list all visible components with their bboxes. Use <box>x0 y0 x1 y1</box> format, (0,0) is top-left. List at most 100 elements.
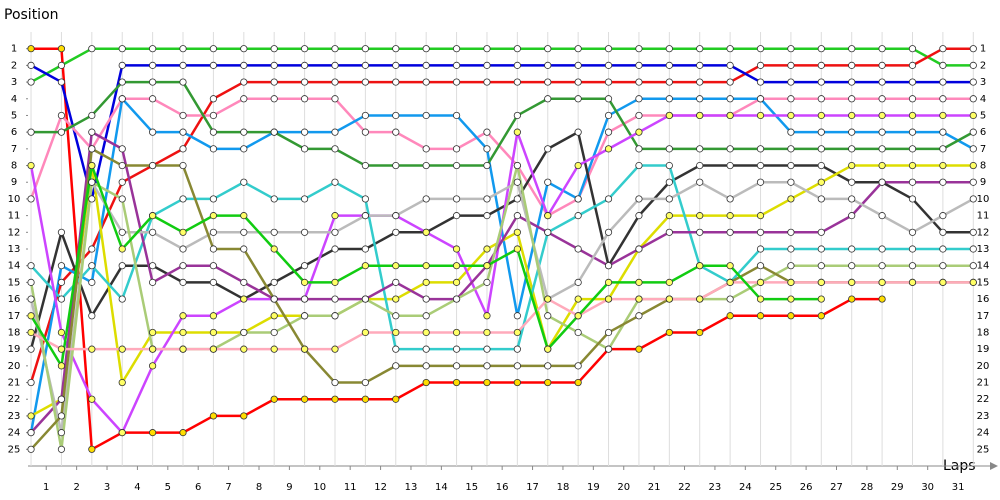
series-marker <box>817 145 825 153</box>
series-marker <box>969 111 977 120</box>
series-marker <box>939 145 947 153</box>
series-marker <box>149 278 157 286</box>
series-marker <box>452 378 461 387</box>
y-tick-label: 7 <box>11 144 17 155</box>
series-marker <box>270 328 278 337</box>
series-marker <box>149 78 157 86</box>
x-tick-label: 15 <box>465 482 478 493</box>
series-marker <box>908 111 917 120</box>
series-marker <box>118 228 126 236</box>
series-marker <box>756 178 765 186</box>
series-marker <box>726 195 734 203</box>
y-tick-label-right: 12 <box>977 227 990 238</box>
series-marker <box>544 362 552 370</box>
series-marker <box>574 278 582 286</box>
series-marker <box>179 328 187 337</box>
x-tick-label: 26 <box>800 482 813 493</box>
y-tick-label-right: 10 <box>977 194 990 205</box>
series-marker <box>27 45 35 53</box>
series-marker <box>878 295 886 303</box>
series-marker <box>240 295 248 303</box>
series-marker <box>665 328 673 337</box>
series-marker <box>908 128 917 136</box>
series-marker <box>817 228 825 236</box>
x-tick-label: 16 <box>496 482 509 493</box>
series-marker <box>392 312 400 320</box>
series-marker <box>483 45 491 53</box>
series-marker <box>361 245 369 253</box>
series-marker <box>361 262 369 270</box>
y-tick-label-right: 13 <box>977 244 990 255</box>
series-marker <box>452 245 461 253</box>
series-marker <box>270 312 278 320</box>
series-marker <box>513 245 521 253</box>
series-marker <box>604 328 613 337</box>
series-marker <box>209 61 218 69</box>
y-tick-label: 15 <box>8 277 21 288</box>
series-marker <box>179 111 187 120</box>
series-marker <box>300 262 309 270</box>
series-marker <box>848 45 856 53</box>
series-marker <box>665 212 673 220</box>
series-marker <box>544 78 552 86</box>
series-marker <box>574 45 582 53</box>
series-marker <box>878 161 886 170</box>
x-tick-label: 22 <box>678 482 691 493</box>
series-marker <box>817 161 825 170</box>
series-marker <box>665 195 673 203</box>
series-marker <box>665 295 673 303</box>
series-marker <box>513 61 521 69</box>
series-marker <box>331 78 339 86</box>
series-marker <box>240 212 248 220</box>
series-marker <box>331 95 339 103</box>
series-marker <box>452 45 461 53</box>
series-marker <box>878 61 886 69</box>
series-marker <box>57 111 66 120</box>
series-marker <box>969 178 977 186</box>
series-marker <box>756 312 765 320</box>
series-marker <box>635 295 643 303</box>
series-marker <box>787 245 795 253</box>
series-marker <box>88 111 96 120</box>
series-marker <box>452 145 461 153</box>
series-marker <box>513 78 521 86</box>
series-marker <box>969 278 977 286</box>
series-marker <box>787 195 795 203</box>
series-line <box>29 97 974 217</box>
y-tick-label-right: 1 <box>980 44 986 55</box>
series-marker <box>422 45 430 53</box>
series-marker <box>88 245 96 253</box>
series-line <box>29 180 974 434</box>
series-marker <box>574 161 582 170</box>
series-marker <box>179 161 187 170</box>
series-marker <box>604 61 613 69</box>
series-marker <box>756 111 765 120</box>
series-marker <box>848 278 856 286</box>
series-marker <box>118 429 126 437</box>
y-tick-label: 9 <box>11 177 17 188</box>
series-marker <box>179 145 187 153</box>
series-marker <box>300 395 309 403</box>
series-marker <box>939 95 947 103</box>
series-marker <box>209 195 218 203</box>
series-marker <box>665 145 673 153</box>
series-marker <box>878 78 886 86</box>
series-marker <box>908 45 917 53</box>
x-tick-label: 28 <box>861 482 874 493</box>
series-marker <box>939 161 947 170</box>
series-marker <box>878 45 886 53</box>
series-marker <box>787 295 795 303</box>
y-tick-label: 13 <box>8 244 21 255</box>
series-marker <box>696 262 704 270</box>
series-marker <box>726 295 734 303</box>
series-marker <box>908 161 917 170</box>
x-tick-label: 5 <box>165 482 171 493</box>
series-marker <box>88 395 96 403</box>
series-marker <box>88 145 96 153</box>
x-tick-label: 20 <box>617 482 630 493</box>
series-marker <box>969 95 977 103</box>
series-marker <box>787 128 795 136</box>
y-tick-label: 24 <box>8 428 21 439</box>
y-tick-label-right: 22 <box>977 394 990 405</box>
y-tick-label: 25 <box>8 444 21 455</box>
